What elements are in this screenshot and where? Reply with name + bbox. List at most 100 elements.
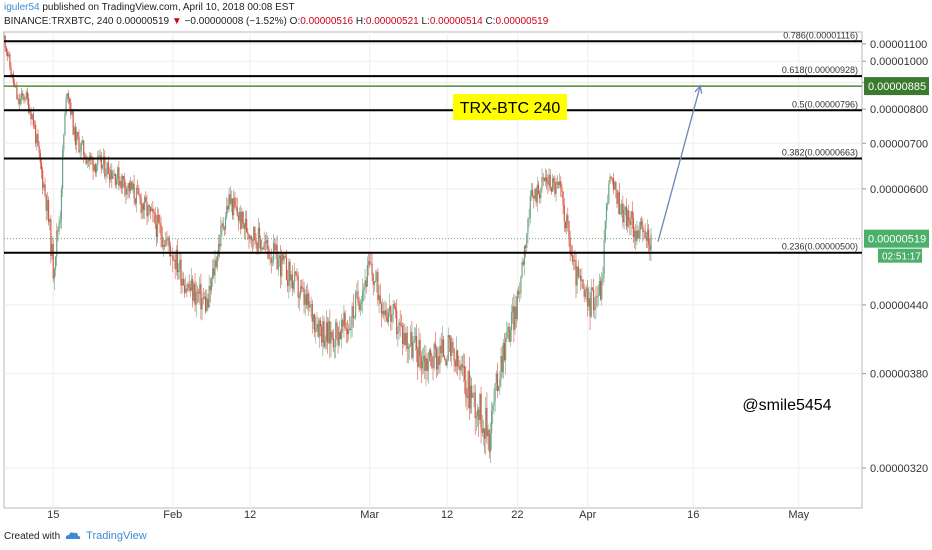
last-price-tag [864, 229, 929, 248]
candle-body [431, 356, 433, 368]
candle-body [54, 256, 57, 270]
candle-body [16, 87, 18, 100]
candle-body [269, 257, 271, 259]
candle-body [408, 345, 411, 347]
candle-body [60, 189, 63, 220]
candle-body [158, 214, 160, 223]
candle-body [256, 242, 258, 252]
candles [3, 31, 652, 464]
candle-body [190, 279, 193, 291]
candle-body [578, 275, 581, 277]
candle-body [47, 200, 50, 222]
candle-body [193, 283, 195, 301]
candle-body [35, 125, 37, 144]
y-tick-label: 0.00000380 [870, 369, 928, 381]
candle-body [274, 243, 276, 251]
candle-body [494, 383, 496, 402]
candle-body [148, 205, 150, 207]
candle-body [575, 260, 577, 286]
x-tick-label: Apr [579, 509, 596, 521]
fib-level-label: 0.5(0.00000796) [792, 99, 858, 109]
candle-body [186, 288, 188, 291]
candle-body [444, 357, 446, 360]
candle-body [330, 331, 332, 344]
candle-body [637, 230, 639, 239]
candle-body [350, 326, 352, 331]
candle-body [139, 194, 141, 199]
candle-body [238, 211, 241, 221]
candle-body [338, 331, 340, 346]
candle-body [547, 182, 549, 185]
candle-body [258, 227, 261, 240]
candle-body [455, 350, 458, 367]
candle-body [226, 205, 228, 217]
candle-body [175, 249, 177, 270]
candle-body [228, 194, 230, 210]
projection-arrow [657, 85, 701, 242]
candle-body [26, 92, 29, 99]
candle-body [353, 317, 356, 319]
candle-body [277, 258, 279, 270]
candle-body [107, 162, 109, 175]
candle-body [326, 322, 329, 343]
candle-body [151, 208, 153, 212]
candle-body [314, 314, 316, 332]
candle-body [561, 187, 563, 192]
candle-body [317, 324, 319, 337]
candle-body [515, 306, 517, 319]
candle-body [267, 240, 269, 249]
candle-body [369, 261, 371, 263]
candle-body [192, 279, 194, 301]
candle-body [616, 189, 618, 204]
candle-body [601, 278, 603, 300]
candle-body [181, 278, 183, 286]
candle-body [78, 136, 80, 153]
candle-body [553, 178, 555, 182]
candle-body [398, 322, 400, 332]
candle-body [46, 200, 48, 211]
candle-body [619, 213, 622, 215]
candle-body [64, 113, 66, 136]
author-link[interactable]: iguler54 [4, 2, 40, 13]
candle-body [154, 212, 156, 225]
candle-body [452, 341, 454, 348]
candle-body [555, 182, 557, 194]
candle-body [645, 237, 647, 241]
candle-body [519, 293, 521, 295]
tradingview-brand[interactable]: TradingView [86, 530, 147, 542]
candle-body [590, 287, 592, 317]
candle-body [482, 428, 485, 433]
candle-body [135, 187, 138, 204]
low-label: L: [421, 16, 430, 27]
x-tick-label: 12 [244, 509, 256, 521]
candle-body [407, 346, 409, 349]
candle-body [162, 245, 165, 247]
candle-body [79, 150, 81, 153]
candle-body [223, 227, 225, 230]
candle-body [209, 286, 211, 291]
candle-body [522, 262, 524, 265]
candle-body [339, 331, 342, 340]
candle-body [97, 155, 99, 166]
target-price-label: 0.00000885 [868, 81, 926, 93]
candle-body [312, 314, 315, 322]
candle-body [120, 181, 122, 189]
candle-body [430, 349, 432, 357]
candle-body [161, 236, 163, 247]
candle-body [505, 338, 507, 360]
candle-body [486, 407, 488, 436]
candle-body [115, 178, 118, 185]
candle-body [336, 322, 338, 327]
candle-body [28, 98, 30, 113]
candle-body [587, 288, 589, 307]
candle-body [216, 255, 218, 267]
candle-body [284, 255, 286, 257]
candle-body [275, 244, 277, 251]
candle-body [84, 154, 86, 159]
candle-body [219, 243, 221, 247]
candle-body [449, 338, 452, 356]
last-price-label: 0.00000519 [868, 234, 926, 246]
candle-body [201, 298, 203, 310]
candle-body [362, 290, 364, 302]
